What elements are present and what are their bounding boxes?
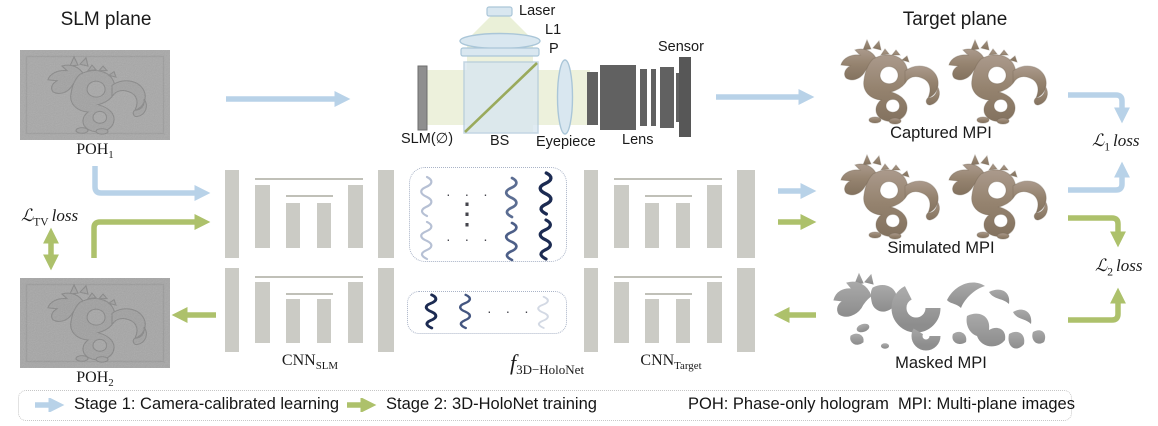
slm-plane-title: SLM plane — [60, 9, 152, 30]
l2-loss-label: ℒ2 loss — [1095, 256, 1143, 279]
f-holonet-label: f3D−HoloNet — [509, 350, 585, 377]
arrow-masked-to-l2loss — [1068, 287, 1126, 323]
kernel-vdots: ⋮ — [452, 198, 482, 231]
polarizer — [460, 47, 540, 57]
masked-mpi-label: Masked MPI — [895, 354, 987, 372]
poh2-label: POH2 — [76, 369, 114, 390]
captured-mpi-label: Captured MPI — [890, 124, 992, 142]
stage2-arrow-icon — [347, 398, 377, 412]
cnn-target-block — [584, 170, 755, 352]
arrow-captured-to-l1loss — [1068, 92, 1130, 124]
stage1-arrows — [92, 89, 1130, 201]
tv-loss-label: ℒTV loss — [21, 206, 79, 229]
laser-device — [486, 6, 513, 17]
masked-mpi-images — [834, 274, 1046, 349]
arrow-simulated-to-l2loss — [1068, 215, 1126, 248]
sensor-label: Sensor — [658, 39, 704, 55]
p-label: P — [549, 41, 559, 57]
legend-mpi-definition: MPI: Multi-plane images — [898, 395, 1075, 413]
poh1-image — [20, 50, 170, 140]
legend-stage2-label: Stage 2: 3D-HoloNet training — [386, 395, 597, 413]
l1-loss-label: ℒ1 loss — [1092, 131, 1140, 154]
kernel-hdots-bottom: · · · — [487, 303, 534, 319]
kernel-box-top — [409, 167, 567, 262]
kernel-box-bottom — [407, 291, 567, 334]
legend-poh-definition: POH: Phase-only hologram — [688, 395, 889, 413]
l1-label: L1 — [545, 22, 562, 38]
stage1-arrow-icon — [35, 398, 65, 412]
eyepiece-label: Eyepiece — [536, 134, 596, 150]
cnn-slm-label: CNNSLM — [281, 352, 339, 373]
legend-stage1-label: Stage 1: Camera-calibrated learning — [74, 395, 340, 413]
kernel-hdots-row1: · · · — [446, 186, 493, 202]
bs-label: BS — [490, 133, 510, 149]
arrow-poh1-to-cnnslm — [92, 166, 211, 201]
optical-setup — [417, 6, 691, 137]
simulated-mpi-label: Simulated MPI — [887, 239, 995, 257]
camera-sensor — [679, 57, 691, 137]
kernel-hdots-row2: · · · — [446, 231, 493, 247]
stage2-arrows — [43, 214, 1126, 323]
lens-label: Lens — [622, 132, 654, 148]
slm-label: SLM(∅) — [401, 131, 454, 147]
arrow-poh2-to-cnnslm — [91, 214, 211, 258]
poh2-image — [20, 278, 170, 368]
cnn-slm-block — [225, 170, 394, 352]
lens-l1 — [459, 32, 541, 50]
simulated-mpi-images — [840, 154, 1048, 240]
arrow-simulated-to-l1loss — [1068, 161, 1130, 193]
poh1-label: POH1 — [76, 141, 114, 162]
captured-mpi-images — [840, 39, 1048, 125]
cnn-target-label: CNNTarget — [640, 352, 702, 373]
beam-splitter-diagonal — [464, 62, 538, 133]
eyepiece-lens — [556, 59, 574, 135]
laser-label: Laser — [519, 3, 556, 19]
camera-lens — [587, 65, 680, 130]
slm-device — [417, 65, 428, 131]
target-plane-title: Target plane — [902, 9, 1008, 30]
legend-box — [18, 390, 1072, 421]
